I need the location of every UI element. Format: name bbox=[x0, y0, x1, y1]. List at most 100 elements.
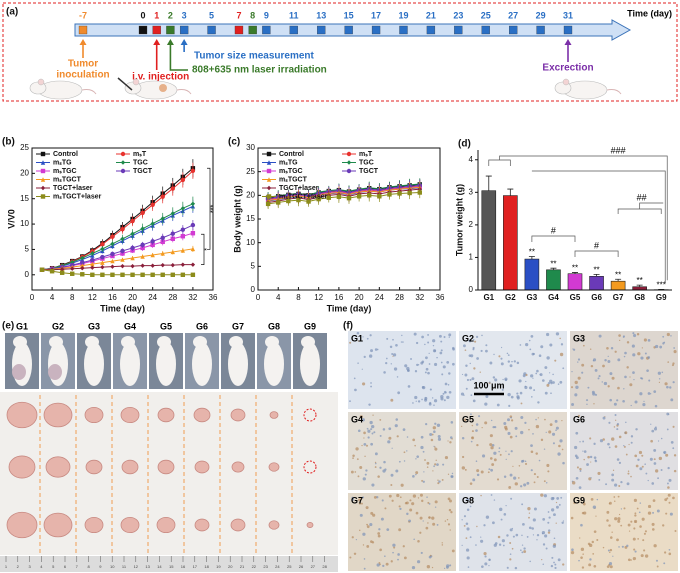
cell bbox=[587, 386, 590, 389]
cell bbox=[447, 497, 451, 501]
cell bbox=[641, 347, 643, 349]
cell bbox=[390, 398, 394, 402]
cell bbox=[638, 450, 643, 455]
cell bbox=[664, 498, 668, 502]
cell bbox=[349, 400, 351, 403]
cell bbox=[614, 350, 617, 353]
cell bbox=[612, 555, 614, 557]
cell bbox=[670, 441, 674, 444]
cell bbox=[642, 403, 646, 407]
cell bbox=[544, 391, 548, 395]
event-arrow bbox=[169, 41, 188, 71]
day-marker bbox=[481, 25, 490, 35]
marker bbox=[130, 255, 135, 261]
cell bbox=[506, 352, 509, 355]
x-tick-label: 0 bbox=[30, 293, 35, 302]
cell bbox=[379, 434, 382, 437]
cell bbox=[639, 467, 643, 471]
cell bbox=[577, 414, 581, 417]
cell bbox=[669, 512, 673, 516]
marker bbox=[316, 196, 321, 202]
cell bbox=[530, 450, 534, 454]
cell bbox=[593, 456, 597, 459]
marker bbox=[170, 262, 175, 268]
panel-label: (a) bbox=[6, 7, 18, 18]
marker bbox=[80, 260, 85, 265]
cell bbox=[630, 475, 632, 478]
tumor bbox=[43, 402, 73, 428]
tumor bbox=[269, 411, 279, 419]
marker bbox=[150, 272, 155, 277]
cell bbox=[472, 399, 476, 403]
cell bbox=[403, 460, 406, 462]
cell bbox=[447, 523, 451, 526]
cell bbox=[535, 372, 538, 375]
cell bbox=[489, 434, 493, 438]
cell bbox=[416, 560, 421, 564]
cell bbox=[447, 440, 449, 442]
cell bbox=[449, 436, 453, 439]
cell bbox=[441, 478, 444, 481]
day-marker bbox=[166, 25, 175, 35]
cell bbox=[376, 563, 380, 567]
cell bbox=[497, 535, 501, 539]
series-line bbox=[41, 203, 194, 271]
cell bbox=[468, 339, 471, 342]
cell bbox=[523, 547, 526, 550]
missing-tumor bbox=[303, 460, 317, 474]
cell bbox=[397, 553, 400, 556]
cell bbox=[358, 498, 362, 502]
cell bbox=[370, 511, 374, 515]
ruler-label: 20 bbox=[228, 564, 233, 569]
cell bbox=[619, 339, 621, 342]
legend-label: mₛTGCT bbox=[53, 176, 82, 183]
y-tick-label: 5 bbox=[251, 261, 256, 270]
cell bbox=[650, 423, 652, 425]
error-bar bbox=[593, 273, 600, 277]
cell bbox=[463, 344, 466, 348]
cell bbox=[359, 465, 363, 470]
cell bbox=[555, 522, 557, 524]
cell bbox=[614, 483, 618, 487]
cell bbox=[366, 337, 369, 340]
cell bbox=[470, 413, 472, 416]
cell bbox=[470, 354, 474, 358]
cell bbox=[580, 523, 583, 527]
cell bbox=[434, 422, 437, 425]
ruler-label: 11 bbox=[122, 564, 127, 569]
y-tick-label: 15 bbox=[246, 214, 255, 223]
marker bbox=[110, 258, 115, 264]
ruler-label: 19 bbox=[216, 564, 221, 569]
cell bbox=[421, 335, 424, 339]
cell bbox=[364, 473, 367, 476]
cell bbox=[622, 336, 625, 338]
day-marker bbox=[234, 25, 244, 35]
cell bbox=[427, 341, 430, 344]
marker bbox=[110, 241, 115, 247]
cell bbox=[536, 539, 538, 541]
error-bar bbox=[636, 284, 643, 287]
day-marker bbox=[248, 25, 257, 35]
series-line bbox=[42, 205, 194, 271]
cell bbox=[493, 451, 497, 455]
cell bbox=[670, 398, 674, 402]
cell bbox=[436, 463, 439, 466]
cell bbox=[610, 347, 614, 350]
cell bbox=[580, 547, 585, 551]
cell bbox=[582, 440, 585, 443]
cell bbox=[598, 478, 601, 481]
y-tick-label: 1 bbox=[469, 253, 474, 262]
cell bbox=[365, 444, 369, 447]
sig-label: ## bbox=[637, 192, 647, 202]
cell bbox=[452, 346, 455, 350]
cell bbox=[593, 564, 597, 568]
cell bbox=[547, 470, 550, 473]
mouse-tail bbox=[606, 89, 622, 95]
cell bbox=[426, 496, 428, 498]
cell bbox=[547, 521, 550, 524]
cell bbox=[598, 334, 602, 338]
photo-tumor bbox=[48, 364, 62, 380]
x-tick-label: 4 bbox=[50, 293, 55, 302]
cell bbox=[609, 398, 612, 402]
cell bbox=[666, 497, 669, 500]
